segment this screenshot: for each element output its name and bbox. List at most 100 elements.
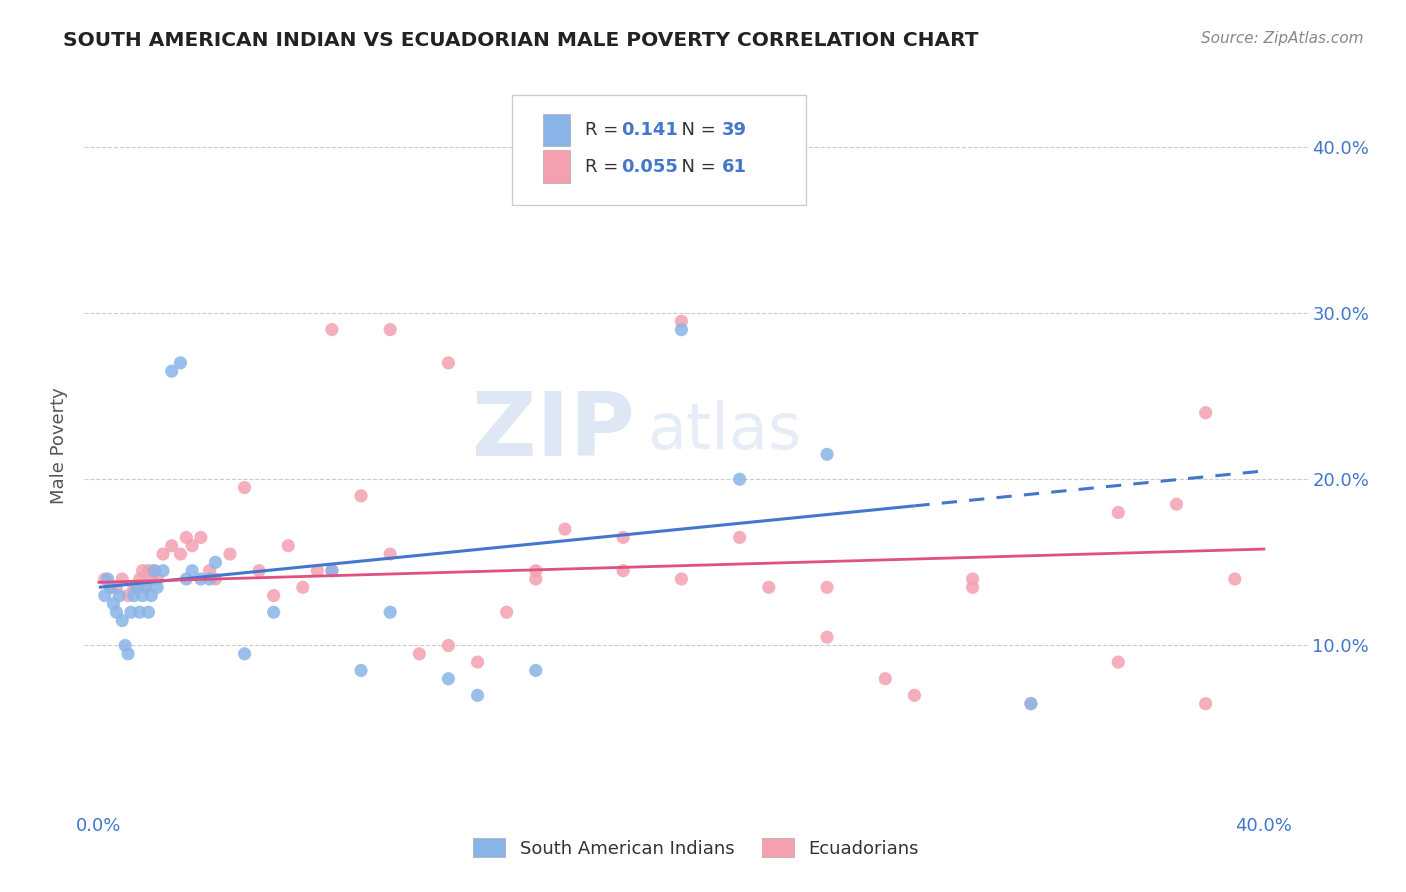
- Point: [111, 572, 134, 586]
- Text: 61: 61: [721, 158, 747, 176]
- Point: [728, 472, 751, 486]
- Point: [181, 539, 204, 553]
- Point: [152, 564, 174, 578]
- Point: [160, 539, 183, 553]
- Point: [138, 564, 160, 578]
- Point: [122, 589, 145, 603]
- Point: [612, 530, 634, 544]
- Point: [1107, 506, 1129, 520]
- Point: [350, 664, 373, 678]
- Point: [100, 580, 122, 594]
- Point: [135, 580, 157, 594]
- Text: N =: N =: [671, 158, 721, 176]
- Point: [174, 572, 197, 586]
- Text: 0.141: 0.141: [621, 121, 678, 139]
- Point: [554, 522, 576, 536]
- Point: [105, 580, 128, 594]
- Point: [1195, 406, 1218, 420]
- Point: [875, 672, 897, 686]
- Point: [204, 555, 226, 569]
- Point: [815, 630, 838, 644]
- Point: [408, 647, 430, 661]
- Legend: South American Indians, Ecuadorians: South American Indians, Ecuadorians: [465, 830, 927, 865]
- Point: [198, 572, 221, 586]
- Point: [146, 572, 169, 586]
- Point: [190, 572, 212, 586]
- Point: [141, 589, 163, 603]
- Text: ZIP: ZIP: [472, 388, 636, 475]
- Point: [524, 572, 547, 586]
- Text: 39: 39: [721, 121, 747, 139]
- Point: [233, 647, 256, 661]
- Point: [120, 605, 142, 619]
- Point: [350, 489, 373, 503]
- Point: [204, 572, 226, 586]
- Text: R =: R =: [585, 121, 624, 139]
- Text: 0.055: 0.055: [621, 158, 678, 176]
- Point: [728, 530, 751, 544]
- Point: [143, 564, 166, 578]
- Point: [219, 547, 242, 561]
- Point: [437, 356, 460, 370]
- Point: [103, 597, 125, 611]
- Point: [93, 589, 115, 603]
- Point: [169, 356, 191, 370]
- Point: [247, 564, 270, 578]
- Text: R =: R =: [585, 158, 624, 176]
- Point: [97, 572, 120, 586]
- Point: [131, 564, 153, 578]
- Point: [291, 580, 314, 594]
- Text: atlas: atlas: [647, 401, 801, 462]
- Point: [128, 605, 150, 619]
- Point: [128, 572, 150, 586]
- FancyBboxPatch shape: [543, 113, 569, 146]
- Point: [962, 572, 984, 586]
- Point: [181, 564, 204, 578]
- Point: [198, 564, 221, 578]
- Point: [233, 481, 256, 495]
- Point: [815, 447, 838, 461]
- Point: [263, 589, 285, 603]
- Text: SOUTH AMERICAN INDIAN VS ECUADORIAN MALE POVERTY CORRELATION CHART: SOUTH AMERICAN INDIAN VS ECUADORIAN MALE…: [63, 31, 979, 50]
- Point: [117, 589, 139, 603]
- Point: [152, 547, 174, 561]
- Point: [93, 572, 115, 586]
- Point: [100, 580, 122, 594]
- Point: [125, 580, 148, 594]
- Point: [105, 605, 128, 619]
- Point: [114, 639, 136, 653]
- Point: [174, 530, 197, 544]
- Point: [1223, 572, 1246, 586]
- Point: [321, 564, 343, 578]
- Text: N =: N =: [671, 121, 721, 139]
- Point: [131, 589, 153, 603]
- FancyBboxPatch shape: [543, 150, 569, 183]
- Point: [108, 589, 131, 603]
- Point: [758, 580, 780, 594]
- Point: [321, 323, 343, 337]
- Point: [138, 605, 160, 619]
- Point: [1019, 697, 1042, 711]
- Point: [122, 580, 145, 594]
- Point: [437, 639, 460, 653]
- Point: [277, 539, 299, 553]
- Point: [135, 580, 157, 594]
- Y-axis label: Male Poverty: Male Poverty: [51, 388, 69, 504]
- Point: [962, 580, 984, 594]
- Point: [111, 614, 134, 628]
- Text: Source: ZipAtlas.com: Source: ZipAtlas.com: [1201, 31, 1364, 46]
- Point: [524, 564, 547, 578]
- Point: [467, 689, 489, 703]
- Point: [263, 605, 285, 619]
- Point: [903, 689, 925, 703]
- FancyBboxPatch shape: [513, 95, 806, 204]
- Point: [160, 364, 183, 378]
- Point: [190, 530, 212, 544]
- Point: [1107, 655, 1129, 669]
- Point: [495, 605, 517, 619]
- Point: [141, 572, 163, 586]
- Point: [380, 547, 402, 561]
- Point: [307, 564, 329, 578]
- Point: [380, 605, 402, 619]
- Point: [125, 580, 148, 594]
